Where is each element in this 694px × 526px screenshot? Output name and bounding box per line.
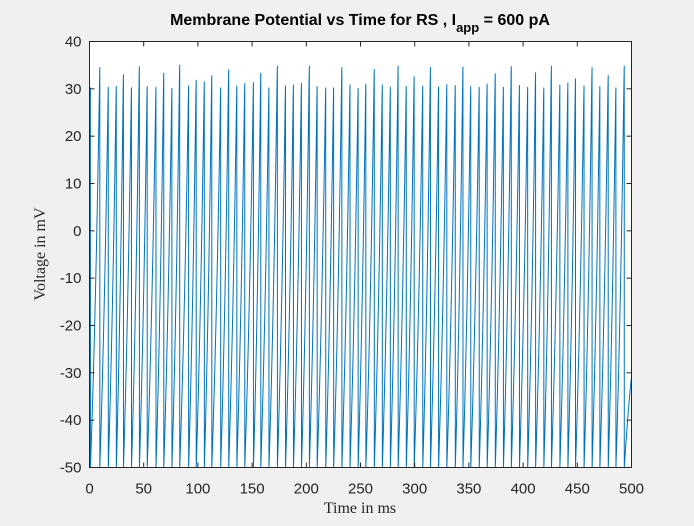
x-tick-label: 500: [619, 481, 644, 498]
y-tick-label: 10: [65, 176, 82, 193]
x-tick-label: 150: [240, 481, 265, 498]
title-suffix: = 600 pA: [479, 12, 550, 29]
x-tick-label: 300: [402, 481, 427, 498]
title-main: Membrane Potential vs Time for RS , I: [170, 12, 456, 29]
x-axis: 0 50 100 150 200 250 300 350 400 450 500: [85, 41, 644, 498]
x-tick-label: 0: [85, 481, 93, 498]
x-tick-label: 450: [565, 481, 590, 498]
y-tick-label: 0: [73, 223, 81, 240]
y-tick-label: -20: [60, 318, 82, 335]
x-tick-label: 200: [294, 481, 319, 498]
x-tick-label: 50: [135, 481, 152, 498]
y-tick-label: -40: [60, 412, 82, 429]
title-subscript: app: [456, 20, 479, 35]
y-tick-label: -30: [60, 365, 82, 382]
y-tick-label: 40: [65, 34, 82, 51]
y-axis-label: Voltage in mV: [32, 207, 49, 300]
chart-title: Membrane Potential vs Time for RS , Iapp…: [170, 12, 550, 35]
voltage-trace-line: [89, 64, 632, 468]
y-tick-label: -50: [60, 460, 82, 477]
y-tick-label: 30: [65, 81, 82, 98]
y-axis: -50 -40 -30 -20 -10 0 10 20 30 40: [60, 34, 632, 477]
x-axis-label: Time in ms: [324, 500, 396, 517]
x-tick-label: 400: [511, 481, 536, 498]
x-tick-label: 250: [348, 481, 373, 498]
y-tick-label: 20: [65, 128, 82, 145]
y-tick-label: -10: [60, 270, 82, 287]
x-tick-label: 350: [456, 481, 481, 498]
series-layer: [89, 64, 632, 468]
axes-background: [89, 41, 632, 468]
x-tick-label: 100: [185, 481, 210, 498]
